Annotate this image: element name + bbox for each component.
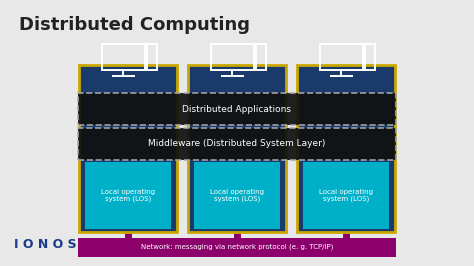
Bar <box>79 65 177 232</box>
Bar <box>194 162 280 229</box>
Text: I O N O S: I O N O S <box>14 238 77 251</box>
Text: Local operating
system (LOS): Local operating system (LOS) <box>101 189 155 202</box>
Bar <box>188 65 286 232</box>
Text: Distributed Computing: Distributed Computing <box>19 16 250 34</box>
Bar <box>256 44 266 70</box>
Text: Network: messaging via network protocol (e. g. TCP/IP): Network: messaging via network protocol … <box>141 244 333 250</box>
Text: Distributed Applications: Distributed Applications <box>182 105 292 114</box>
Text: Local operating
system (LOS): Local operating system (LOS) <box>319 189 373 202</box>
Bar <box>102 44 145 70</box>
Bar <box>303 162 389 229</box>
Text: Middleware (Distributed System Layer): Middleware (Distributed System Layer) <box>148 139 326 148</box>
Bar <box>297 65 395 232</box>
Bar <box>78 128 396 160</box>
Bar <box>78 93 396 125</box>
Bar <box>85 162 171 229</box>
Bar <box>147 44 157 70</box>
Bar <box>211 44 254 70</box>
Text: Local operating
system (LOS): Local operating system (LOS) <box>210 189 264 202</box>
Bar <box>78 238 396 257</box>
Bar <box>365 44 375 70</box>
Bar <box>320 44 363 70</box>
